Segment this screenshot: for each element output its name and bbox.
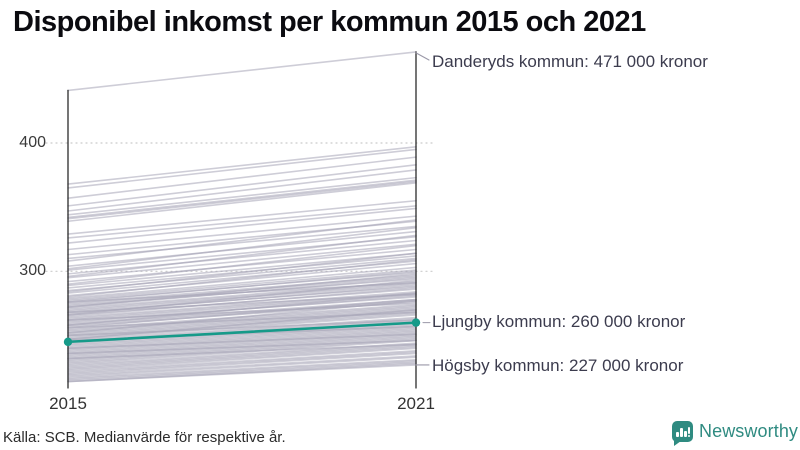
municipality-line (67, 291, 417, 319)
municipality-line (67, 181, 417, 223)
annotation-danderyd: Danderyds kommun: 471 000 kronor (432, 52, 708, 71)
municipality-line (67, 252, 417, 287)
municipality-line (67, 305, 417, 332)
municipality-line (67, 287, 417, 318)
municipality-line (67, 346, 417, 370)
municipality-line (67, 146, 417, 185)
municipality-line (67, 169, 417, 212)
newsworthy-wordmark: Newsworthy (699, 420, 799, 441)
municipality-line (67, 207, 417, 244)
municipality-line (67, 282, 417, 311)
municipality-line (67, 347, 417, 371)
newsworthy-chart-bubble-icon (672, 420, 693, 446)
chart-title: Disponibel inkomst per kommun 2015 och 2… (13, 6, 646, 38)
municipality-line (67, 359, 417, 379)
municipality-line (67, 219, 417, 262)
municipality-line (67, 352, 417, 375)
municipality-line (67, 180, 417, 220)
municipality-line (67, 344, 417, 369)
highlight-point-2015 (63, 337, 73, 347)
municipality-line (67, 323, 417, 348)
annotation-ljungby: Ljungby kommun: 260 000 kronor (432, 312, 686, 331)
municipality-line (67, 356, 417, 378)
y-axis-tick-300: 300 (19, 262, 46, 279)
municipality-line (67, 258, 417, 298)
municipality-line (67, 364, 417, 383)
municipality-line (67, 343, 417, 360)
source-note: Källa: SCB. Medianvärde för respektive å… (3, 429, 286, 446)
leader-danderyd (415, 52, 430, 61)
highlight-point-2021 (411, 318, 421, 327)
municipality-line (67, 252, 417, 293)
speech-bubble-tail (674, 440, 681, 446)
municipality-line (67, 360, 417, 380)
municipality-line (67, 199, 417, 235)
municipality-line (67, 244, 417, 285)
municipality-line (67, 269, 417, 301)
y-axis-tick-400: 400 (19, 134, 46, 151)
municipality-line (67, 351, 417, 374)
municipality-line (67, 319, 417, 337)
municipality-line (67, 51, 417, 92)
municipality-line (67, 266, 417, 300)
exclamation-icon (687, 426, 690, 434)
municipality-line (67, 176, 417, 216)
municipality-line (67, 226, 417, 270)
municipality-line (67, 333, 417, 350)
municipality-line (67, 308, 417, 341)
municipality-line (67, 273, 417, 309)
highlight-line-ljungby (66, 321, 418, 344)
municipality-line (67, 337, 417, 362)
municipality-line (67, 239, 417, 275)
municipality-line (67, 316, 417, 342)
municipality-line (67, 350, 417, 373)
municipality-line (67, 361, 417, 382)
municipality-line (67, 326, 417, 352)
municipality-line (67, 148, 417, 189)
bar-icon (676, 431, 679, 437)
municipality-line (67, 292, 417, 326)
municipality-line (67, 215, 417, 251)
municipality-line (67, 234, 417, 278)
bar-icon (680, 427, 683, 437)
x-axis-label-2021: 2021 (397, 394, 435, 413)
municipality-line (67, 333, 417, 359)
x-axis-label-2015: 2015 (49, 394, 87, 413)
municipality-line (67, 339, 417, 355)
municipality-line (67, 243, 417, 279)
municipality-line (67, 164, 417, 207)
municipality-line (67, 270, 417, 303)
municipality-line (67, 298, 417, 329)
municipality-line (67, 343, 417, 368)
municipality-line (67, 308, 417, 335)
municipality-line (67, 279, 417, 316)
municipality-line (67, 355, 417, 377)
municipality-line (67, 300, 417, 334)
bar-icon (684, 430, 687, 437)
exclamation-dot-icon (687, 434, 690, 437)
annotation-hogsby: Högsby kommun: 227 000 kronor (432, 356, 684, 375)
municipality-line (67, 156, 417, 199)
municipality-line (67, 179, 417, 219)
newsworthy-logo: Newsworthy (672, 419, 799, 446)
municipality-line (67, 225, 417, 260)
municipality-line (67, 205, 417, 239)
